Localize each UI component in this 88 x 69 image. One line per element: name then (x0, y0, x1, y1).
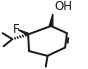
Polygon shape (18, 30, 29, 35)
Polygon shape (49, 14, 53, 26)
Text: OH: OH (55, 0, 73, 13)
Text: F: F (12, 23, 19, 36)
